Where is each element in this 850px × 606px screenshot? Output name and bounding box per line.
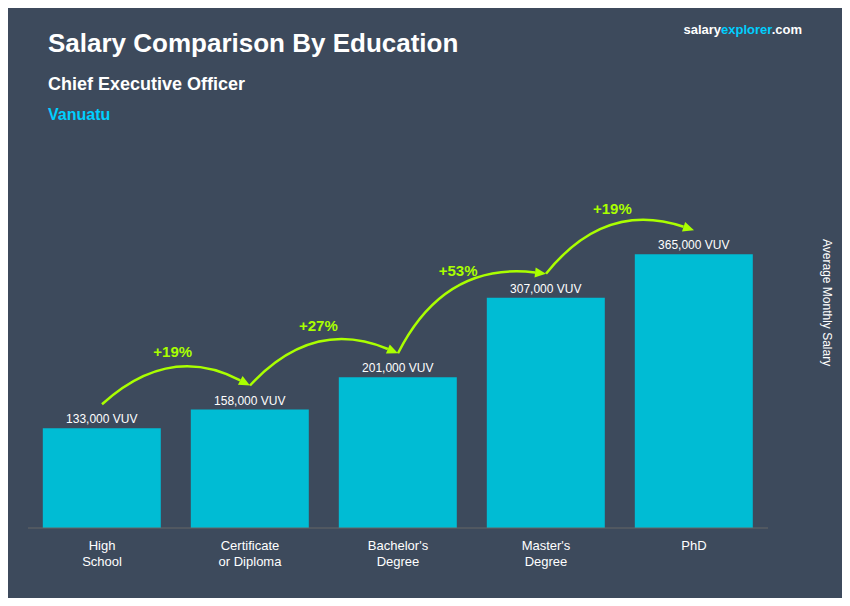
svg-text:307,000 VUV: 307,000 VUV	[510, 282, 581, 296]
svg-text:158,000 VUV: 158,000 VUV	[214, 394, 285, 408]
svg-text:Master'sDegree: Master'sDegree	[522, 538, 571, 569]
svg-text:365,000 VUV: 365,000 VUV	[658, 238, 729, 252]
svg-text:PhD: PhD	[681, 538, 706, 553]
svg-text:133,000 VUV: 133,000 VUV	[66, 412, 137, 426]
svg-text:HighSchool: HighSchool	[82, 538, 122, 569]
svg-text:Certificateor Diploma: Certificateor Diploma	[219, 538, 283, 569]
html-text:Chief Executive Officer: Chief Executive Officer	[48, 74, 246, 94]
html-text:Average Monthly Salary: Average Monthly Salary	[820, 239, 834, 367]
svg-text:+53%: +53%	[439, 262, 478, 279]
html-text:Salary Comparison By Education: Salary Comparison By Education	[48, 28, 459, 58]
svg-text:+19%: +19%	[593, 200, 632, 217]
html-text:Vanuatu: Vanuatu	[48, 106, 111, 123]
svg-text:201,000 VUV: 201,000 VUV	[362, 361, 433, 375]
svg-text:+27%: +27%	[299, 317, 338, 334]
html-text:salary explorer.com: salary explorer.com	[683, 22, 802, 37]
svg-text:Bachelor'sDegree: Bachelor'sDegree	[368, 538, 429, 569]
svg-text:+19%: +19%	[153, 343, 192, 360]
